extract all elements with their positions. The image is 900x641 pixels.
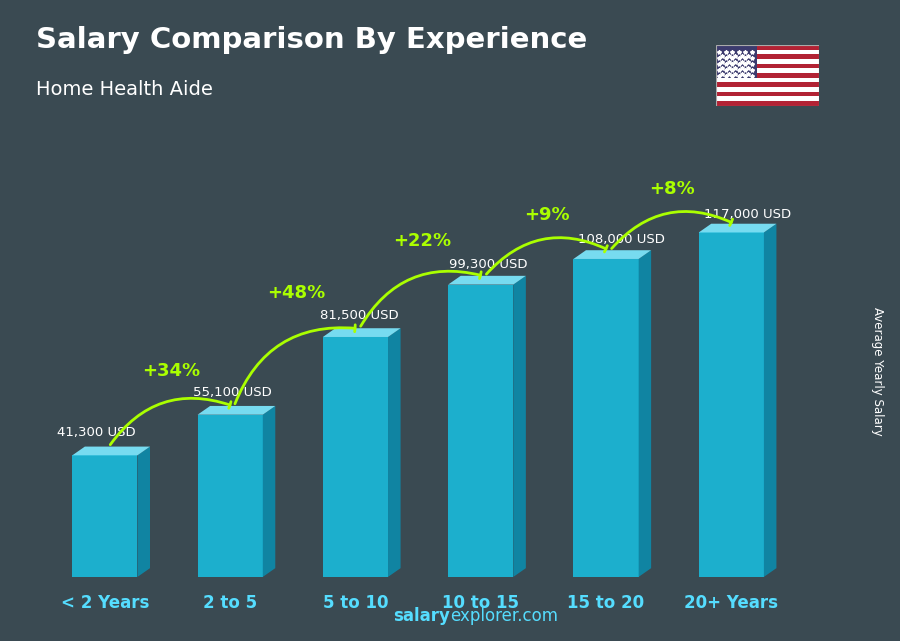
Text: 99,300 USD: 99,300 USD [449,258,528,271]
Polygon shape [513,276,526,577]
Polygon shape [573,259,639,577]
Text: Salary Comparison By Experience: Salary Comparison By Experience [36,26,587,54]
Bar [716,45,757,78]
Polygon shape [448,285,513,577]
Text: Home Health Aide: Home Health Aide [36,80,213,99]
Bar [716,59,819,63]
Polygon shape [323,337,388,577]
Bar [716,73,819,78]
Text: +22%: +22% [392,232,451,250]
Polygon shape [198,415,263,577]
Bar [716,49,819,54]
Bar [716,63,819,69]
Bar [716,54,819,59]
Polygon shape [263,406,275,577]
Bar [716,92,819,96]
Text: salary: salary [393,607,450,625]
Text: 41,300 USD: 41,300 USD [58,426,136,440]
Text: 108,000 USD: 108,000 USD [579,233,665,246]
Text: 81,500 USD: 81,500 USD [320,309,399,322]
Bar [716,96,819,101]
Polygon shape [698,233,764,577]
Text: Average Yearly Salary: Average Yearly Salary [871,308,884,436]
Polygon shape [639,250,651,577]
Polygon shape [448,276,526,285]
Text: 55,100 USD: 55,100 USD [193,386,272,399]
Text: +48%: +48% [267,285,326,303]
Polygon shape [138,447,150,577]
Bar [716,87,819,92]
Polygon shape [573,250,651,259]
Text: +8%: +8% [650,180,696,198]
Polygon shape [72,455,138,577]
Bar [716,101,819,106]
Text: +9%: +9% [525,206,570,224]
Polygon shape [72,447,150,455]
Bar [716,45,819,49]
Polygon shape [323,328,400,337]
Polygon shape [198,406,275,415]
Text: 117,000 USD: 117,000 USD [704,208,791,221]
Bar [716,78,819,82]
Bar [716,82,819,87]
Text: explorer.com: explorer.com [450,607,558,625]
Polygon shape [388,328,400,577]
Polygon shape [764,224,777,577]
Polygon shape [698,224,777,233]
Text: +34%: +34% [142,362,201,380]
Bar [716,69,819,73]
